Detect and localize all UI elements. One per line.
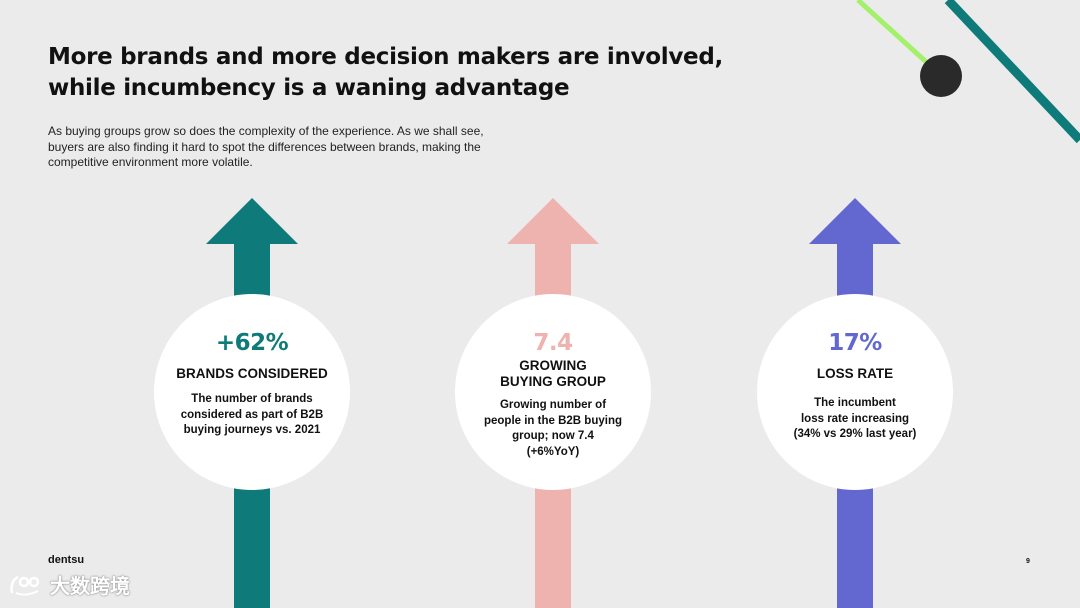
title-line-2: while incumbency is a waning advantage <box>48 75 570 101</box>
stat-value: +62% <box>215 330 289 356</box>
stat-desc-line: Growing number of <box>499 399 607 411</box>
subtitle-line-2: buyers are also finding it hard to spot … <box>48 139 481 154</box>
teal-line <box>944 0 1080 144</box>
page-number: 9 <box>1026 558 1030 565</box>
stat-desc-line: The incumbent <box>814 397 896 409</box>
footer-brand-logo: dentsu <box>48 554 85 566</box>
page-title: More brands and more decision makers are… <box>48 42 748 104</box>
stat-desc-line: group; now 7.4 <box>512 430 594 442</box>
stat-card-brands: +62% BRANDS CONSIDERED The number of bra… <box>154 294 350 490</box>
watermark-text: 大数跨境 <box>50 576 130 598</box>
watermark-logo-icon <box>10 575 40 596</box>
stat-desc-line: The number of brands <box>191 393 313 405</box>
page-subtitle: As buying groups grow so does the comple… <box>48 124 538 171</box>
stat-label-line: GROWING <box>519 358 587 373</box>
green-line <box>856 0 937 72</box>
stat-desc-line: (34% vs 29% last year) <box>793 428 917 440</box>
stat-description: Growing number of people in the B2B buyi… <box>469 398 637 460</box>
stat-label: GROWING BUYING GROUP <box>469 358 637 390</box>
stat-label-line: LOSS RATE <box>816 366 894 381</box>
stat-label-line: BRANDS CONSIDERED <box>176 366 328 381</box>
stat-card-buying-group: 7.4 GROWING BUYING GROUP Growing number … <box>455 294 651 490</box>
stat-desc-line: buying journeys vs. 2021 <box>183 424 321 436</box>
stat-label-line: BUYING GROUP <box>500 374 606 389</box>
stat-desc-line: people in the B2B buying <box>483 414 622 427</box>
stat-desc-line: loss rate increasing <box>800 412 910 425</box>
stat-description: The incumbent loss rate increasing (34% … <box>771 396 939 443</box>
stat-desc-line: considered as part of B2B <box>180 408 324 421</box>
watermark: 大数跨境 <box>8 570 130 599</box>
stat-label: LOSS RATE <box>771 366 939 382</box>
stat-value: 17% <box>828 330 882 356</box>
title-line-1: More brands and more decision makers are… <box>48 44 723 70</box>
stat-value: 7.4 <box>533 330 573 356</box>
stat-card-loss-rate: 17% LOSS RATE The incumbent loss rate in… <box>757 294 953 490</box>
subtitle-line-3: competitive environment more volatile. <box>48 155 253 169</box>
stat-description: The number of brands considered as part … <box>168 392 336 439</box>
dark-dot <box>920 55 962 97</box>
stat-label: BRANDS CONSIDERED <box>168 366 336 382</box>
stat-desc-line: (+6%YoY) <box>526 445 580 458</box>
subtitle-line-1: As buying groups grow so does the comple… <box>48 124 484 138</box>
